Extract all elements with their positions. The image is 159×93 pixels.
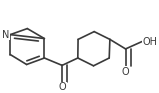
Text: O: O (122, 67, 129, 77)
Text: N: N (2, 30, 10, 40)
Text: O: O (58, 82, 66, 92)
Text: OH: OH (143, 37, 158, 47)
